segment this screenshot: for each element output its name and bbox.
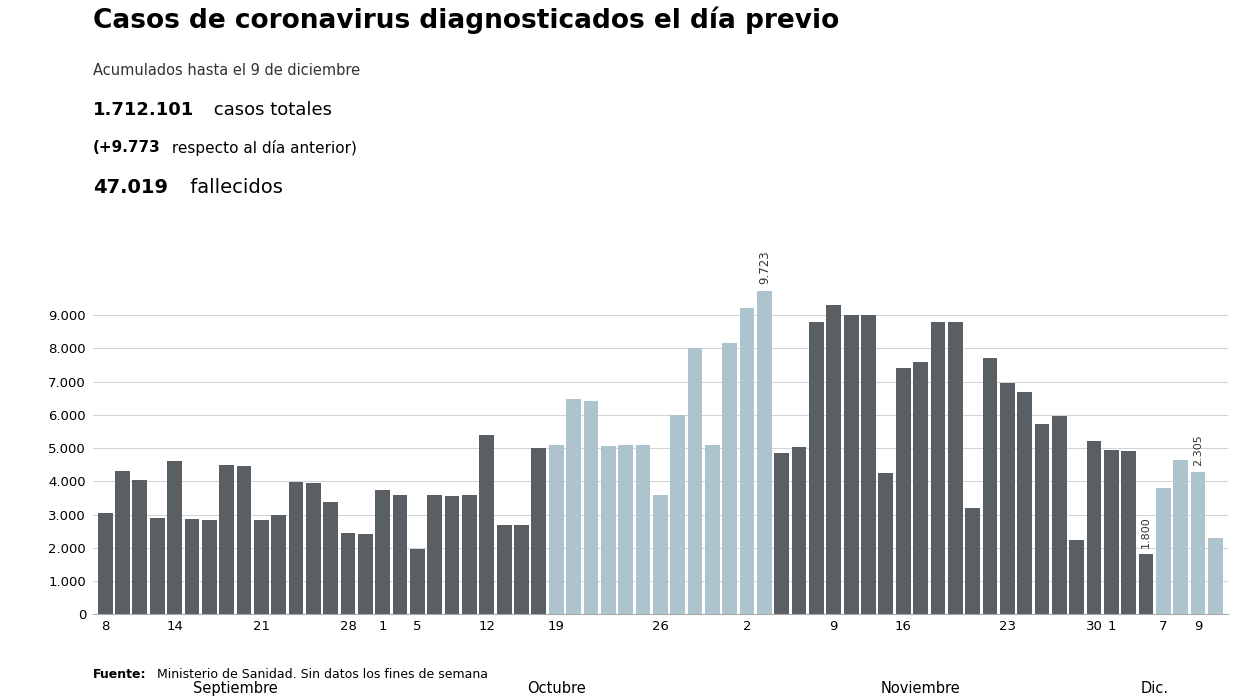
Bar [306, 483, 321, 614]
Text: Fuente:: Fuente: [93, 667, 146, 681]
Bar [913, 362, 928, 614]
Bar [619, 445, 632, 614]
Bar [965, 508, 980, 614]
Bar [706, 445, 719, 614]
Bar [358, 535, 373, 614]
Bar [895, 369, 910, 614]
Bar [878, 473, 893, 614]
Bar [1052, 417, 1066, 614]
Bar [930, 322, 945, 614]
Bar [341, 533, 356, 614]
Bar [497, 525, 512, 614]
Bar [999, 383, 1014, 614]
Bar [1208, 537, 1223, 614]
Bar [532, 448, 547, 614]
Text: 9.723: 9.723 [758, 251, 771, 284]
Text: 47.019: 47.019 [93, 178, 167, 197]
Bar [1173, 460, 1188, 614]
Bar [185, 519, 200, 614]
Bar [584, 401, 598, 614]
Bar [1017, 392, 1032, 614]
Bar [237, 466, 252, 614]
Bar [1156, 488, 1171, 614]
Bar [1121, 452, 1136, 614]
Bar [947, 322, 962, 614]
Bar [515, 525, 529, 614]
Bar [98, 513, 113, 614]
Bar [653, 495, 667, 614]
Text: (+9.773: (+9.773 [93, 140, 161, 154]
Bar [740, 309, 754, 614]
Text: Casos de coronavirus diagnosticados el día previo: Casos de coronavirus diagnosticados el d… [93, 7, 839, 34]
Bar [1034, 424, 1049, 614]
Bar [843, 315, 858, 614]
Bar [428, 495, 443, 614]
Bar [480, 435, 495, 614]
Bar [289, 482, 304, 614]
Bar [150, 518, 165, 614]
Text: Acumulados hasta el 9 de diciembre: Acumulados hasta el 9 de diciembre [93, 63, 360, 77]
Text: 2.305: 2.305 [1193, 434, 1203, 466]
Bar [1104, 450, 1118, 614]
Text: 1.712.101: 1.712.101 [93, 101, 195, 119]
Bar [567, 399, 580, 614]
Bar [861, 315, 875, 614]
Bar [445, 496, 460, 614]
Bar [219, 465, 234, 614]
Bar [774, 453, 789, 614]
Text: Octubre: Octubre [527, 681, 585, 696]
Bar [463, 495, 477, 614]
Text: fallecidos: fallecidos [184, 178, 283, 197]
Bar [982, 358, 997, 614]
Bar [1086, 440, 1101, 614]
Text: Ministerio de Sanidad. Sin datos los fines de semana: Ministerio de Sanidad. Sin datos los fin… [153, 667, 487, 681]
Bar [324, 502, 339, 614]
Bar [410, 549, 425, 614]
Bar [133, 480, 148, 614]
Bar [393, 495, 408, 614]
Text: respecto al día anterior): respecto al día anterior) [167, 140, 357, 156]
Bar [549, 445, 564, 614]
Bar [1190, 472, 1205, 614]
Bar [756, 291, 771, 614]
Text: Noviembre: Noviembre [880, 681, 961, 696]
Bar [723, 343, 737, 614]
Text: Dic.: Dic. [1141, 681, 1169, 696]
Bar [791, 447, 806, 614]
Bar [167, 461, 182, 614]
Text: 1.800: 1.800 [1141, 517, 1151, 549]
Bar [636, 445, 650, 614]
Bar [115, 471, 130, 614]
Bar [376, 489, 391, 614]
Bar [808, 322, 823, 614]
Bar [272, 515, 286, 614]
Text: casos totales: casos totales [208, 101, 332, 119]
Bar [671, 415, 684, 614]
Bar [1138, 554, 1153, 614]
Text: Septiembre: Septiembre [193, 681, 278, 696]
Bar [1069, 540, 1084, 614]
Bar [254, 519, 269, 614]
Bar [202, 519, 217, 614]
Bar [826, 305, 841, 614]
Bar [688, 348, 702, 614]
Bar [601, 447, 615, 614]
